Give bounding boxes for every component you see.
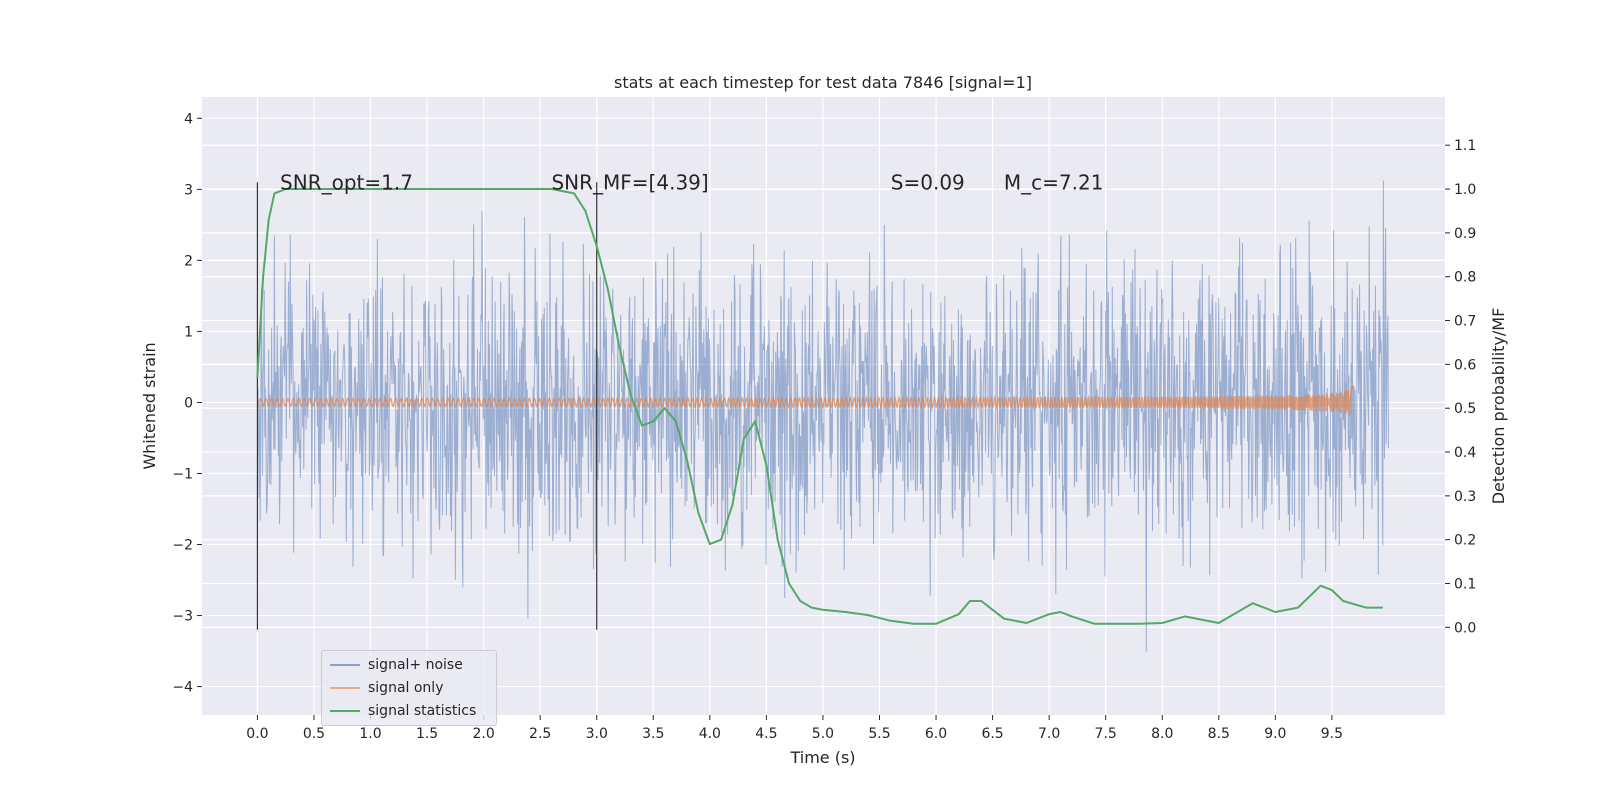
signal-noise-line [256, 180, 1389, 652]
annotation-text: M_c=7.21 [1004, 170, 1104, 194]
noise-series-layer [256, 180, 1389, 652]
y-axis-label: Whitened strain [140, 342, 159, 469]
x-tick-label: 3.0 [586, 726, 608, 742]
signal-only-series-layer [256, 385, 1355, 416]
x-tick-label: 0.5 [303, 726, 325, 742]
y2-tick-label: 0.1 [1454, 577, 1476, 593]
tick-labels-layer: 0.0 0.5 1.0 1.5 2.0 2.5 3.0 3.5 4.0 4.5 5.0 5.5 6.0 6… [172, 111, 1476, 742]
y2-tick-label: 1.1 [1454, 138, 1476, 154]
y2-tick-label: 0.4 [1454, 445, 1476, 461]
y-tick-label: −4 [172, 680, 193, 696]
signal-statistics-series-layer [256, 188, 1383, 625]
x-tick-label: 6.0 [925, 726, 947, 742]
y-tick-label: 0 [184, 395, 193, 411]
x-tick-label: 5.5 [868, 726, 890, 742]
legend-swatch-signal-statistics [330, 710, 360, 712]
vertical-lines-layer [256, 182, 598, 630]
x-tick-label: 1.5 [416, 726, 438, 742]
legend-label-signal-statistics: signal statistics [368, 703, 477, 719]
legend-swatch-signal-noise [330, 664, 360, 666]
legend-item-signal-only: signal only [330, 677, 443, 699]
y2-tick-label: 1.0 [1454, 182, 1476, 198]
signal-statistics-line [256, 188, 1383, 625]
y2-axis-label: Detection probability/MF [1489, 308, 1508, 505]
legend-item-signal-noise: signal+ noise [330, 654, 463, 676]
x-tick-label: 3.5 [642, 726, 664, 742]
y2-tick-label: 0.8 [1454, 270, 1476, 286]
annotation-text: S=0.09 [891, 170, 965, 194]
x-tick-label: 7.0 [1038, 726, 1060, 742]
annotation-text: SNR_MF=[4.39] [551, 170, 708, 194]
y2-tick-label: 0.6 [1454, 357, 1476, 373]
legend-label-signal-noise: signal+ noise [368, 657, 463, 673]
y2-tick-label: 0.2 [1454, 533, 1476, 549]
legend-item-signal-statistics: signal statistics [330, 700, 476, 722]
x-tick-label: 4.0 [699, 726, 721, 742]
y-tick-label: −1 [172, 466, 193, 482]
chart-title: stats at each timestep for test data 784… [614, 73, 1032, 92]
y2-tick-label: 0.3 [1454, 489, 1476, 505]
annotations-layer: SNR_opt=1.7 SNR_MF=[4.39] S=0.09 M_c=7.21 [280, 170, 1103, 194]
y-tick-label: 3 [184, 182, 193, 198]
x-tick-label: 0.0 [246, 726, 268, 742]
x-tick-label: 7.5 [1095, 726, 1117, 742]
signal-only-line [256, 385, 1355, 416]
annotation-text: SNR_opt=1.7 [280, 170, 413, 194]
x-tick-label: 9.0 [1264, 726, 1286, 742]
x-tick-label: 8.0 [1151, 726, 1173, 742]
x-tick-label: 2.0 [472, 726, 494, 742]
y-tick-label: −3 [172, 609, 193, 625]
x-tick-label: 1.0 [359, 726, 381, 742]
y-tick-label: 1 [184, 324, 193, 340]
y-tick-label: 2 [184, 253, 193, 269]
x-tick-label: 9.5 [1321, 726, 1343, 742]
y-tick-label: 4 [184, 111, 193, 127]
x-tick-label: 2.5 [529, 726, 551, 742]
y2-tick-label: 0.7 [1454, 314, 1476, 330]
x-tick-label: 5.0 [812, 726, 834, 742]
x-tick-label: 6.5 [981, 726, 1003, 742]
y2-tick-label: 0.5 [1454, 401, 1476, 417]
y2-tick-label: 0.9 [1454, 226, 1476, 242]
x-tick-label: 4.5 [755, 726, 777, 742]
x-tick-label: 8.5 [1208, 726, 1230, 742]
y2-tick-label: 0.0 [1454, 620, 1476, 636]
legend: signal+ noise signal only signal statist… [321, 650, 497, 726]
y-tick-label: −2 [172, 538, 193, 554]
x-axis-label: Time (s) [789, 748, 855, 767]
legend-swatch-signal-only [330, 687, 360, 689]
legend-label-signal-only: signal only [368, 680, 444, 696]
